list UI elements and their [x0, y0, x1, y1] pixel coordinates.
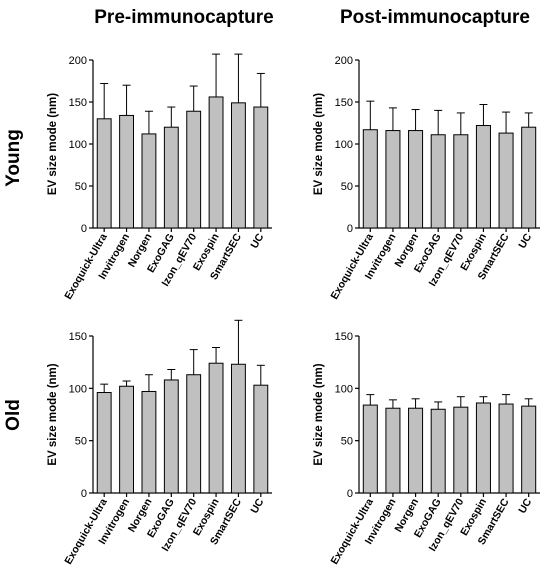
y-tick-label: 200	[69, 55, 87, 67]
bar	[186, 110, 202, 229]
bar	[453, 406, 469, 494]
y-tick-label: 0	[81, 488, 87, 500]
y-tick-label: 0	[81, 223, 87, 235]
y-tick-label: 100	[335, 139, 353, 151]
bar	[253, 106, 269, 229]
bar	[498, 403, 514, 494]
y-tick-label: 50	[75, 181, 87, 193]
bar	[521, 126, 537, 229]
y-tick-label: 150	[335, 331, 353, 343]
column-title-pre: Pre-immunocapture	[94, 7, 273, 28]
bar	[186, 374, 202, 494]
category-label: UC	[248, 231, 266, 250]
column-title-post: Post-immunocapture	[340, 7, 530, 28]
bar	[498, 132, 514, 229]
bar	[163, 379, 179, 494]
bar	[96, 392, 112, 494]
y-tick-label: 50	[75, 436, 87, 448]
y-tick-label: 150	[69, 331, 87, 343]
y-tick-label: 50	[341, 181, 353, 193]
bar	[163, 126, 179, 229]
bar	[408, 130, 424, 229]
bar	[385, 407, 401, 494]
y-tick-label: 0	[347, 488, 353, 500]
category-label: UC	[516, 231, 534, 250]
bar	[475, 125, 491, 229]
row-label-young: Young	[3, 129, 24, 187]
category-label: UC	[516, 496, 534, 515]
y-tick-label: 150	[69, 97, 87, 109]
bar	[362, 129, 378, 229]
bar	[119, 385, 134, 494]
y-tick-label: 0	[347, 223, 353, 235]
bar	[475, 402, 491, 494]
bar	[430, 134, 446, 229]
y-axis-label: EV size mode (nm)	[313, 363, 325, 465]
bar	[231, 363, 246, 494]
y-tick-label: 100	[69, 383, 87, 395]
bar	[119, 114, 134, 229]
bar	[208, 96, 224, 229]
y-axis-label: EV size mode (nm)	[47, 93, 59, 195]
bar	[453, 134, 469, 229]
bar	[96, 118, 112, 229]
bar	[231, 102, 246, 229]
bar	[141, 390, 157, 494]
row-label-old: Old	[3, 399, 24, 431]
bar	[208, 362, 224, 494]
y-axis-label: EV size mode (nm)	[47, 363, 59, 465]
bar	[521, 405, 537, 494]
bar	[430, 408, 446, 494]
y-tick-label: 150	[335, 97, 353, 109]
bar	[408, 407, 424, 494]
y-axis-label: EV size mode (nm)	[313, 93, 325, 195]
y-tick-label: 100	[69, 139, 87, 151]
y-tick-label: 200	[335, 55, 353, 67]
y-tick-label: 100	[335, 383, 353, 395]
bar	[141, 133, 157, 229]
bar	[385, 130, 401, 229]
bar	[253, 384, 269, 494]
y-tick-label: 50	[341, 436, 353, 448]
category-label: UC	[248, 496, 266, 515]
bar	[362, 404, 378, 494]
